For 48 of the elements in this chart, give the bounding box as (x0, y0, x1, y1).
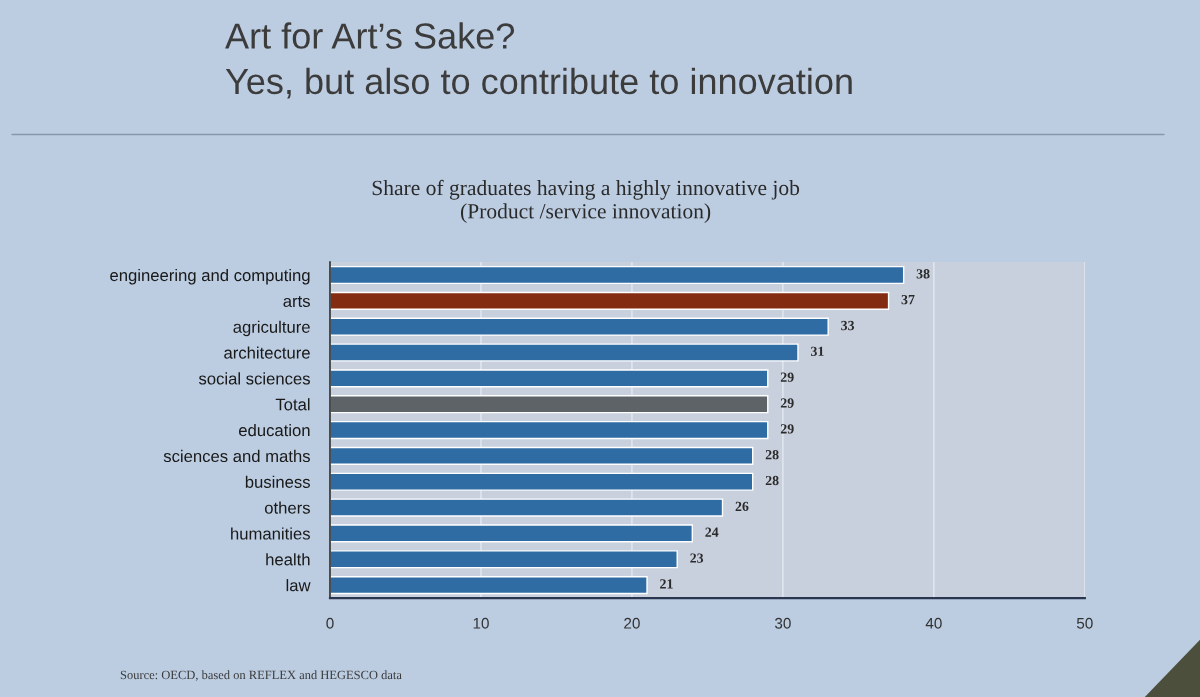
chart-subtitle: Share of graduates having a highly innovative job (Product /service innovation) (372, 179, 800, 223)
bar (330, 446, 754, 465)
bar (330, 576, 648, 595)
bar (330, 291, 890, 310)
x-tick-label: 20 (624, 617, 640, 629)
data-label: 31 (811, 346, 824, 356)
bar (330, 395, 769, 414)
y-tick-label: engineering and computing (110, 268, 310, 285)
x-tick-label: 30 (774, 617, 791, 629)
x-tick-label: 10 (473, 617, 489, 629)
data-label: 29 (780, 372, 794, 382)
data-label: 29 (780, 424, 794, 434)
x-tick-label: 50 (1076, 617, 1093, 629)
data-label: 28 (765, 450, 779, 460)
x-tick-label: 0 (326, 617, 334, 629)
bar (330, 524, 693, 543)
y-tick-label: health (266, 553, 310, 566)
bar (330, 265, 905, 285)
bar (330, 498, 724, 517)
y-tick-label: social sciences (198, 372, 310, 385)
data-label: 37 (901, 294, 915, 305)
source-note: Source: OECD, based on REFLEX and HEGESCO data (120, 670, 402, 681)
y-tick-label: arts (283, 296, 310, 308)
y-tick-label: education (238, 424, 310, 437)
x-tick-label: 40 (925, 617, 942, 629)
data-label: 33 (841, 320, 855, 331)
y-tick-label: law (286, 579, 311, 592)
y-tick-label: sciences and maths (163, 449, 310, 463)
chart-title: Art for Art’s Sake? Yes, but also to contribute to innovation (225, 22, 852, 99)
data-label: 28 (765, 475, 779, 486)
data-label: 38 (916, 269, 930, 279)
y-tick-label: others (264, 501, 310, 514)
bar (330, 420, 769, 440)
y-tick-label: business (245, 475, 310, 488)
data-label: 23 (690, 553, 704, 563)
data-label: 21 (660, 579, 673, 589)
y-tick-label: agriculture (233, 320, 310, 337)
data-label: 26 (735, 501, 749, 512)
data-label: 29 (780, 398, 794, 408)
data-label: 24 (705, 527, 719, 537)
y-tick-label: humanities (231, 527, 310, 540)
y-tick-label: architecture (224, 346, 310, 359)
bar (330, 472, 754, 491)
bar (330, 550, 678, 569)
bar (330, 317, 829, 336)
bar (330, 369, 769, 388)
bar (330, 343, 799, 362)
y-tick-label: Total (275, 398, 310, 411)
